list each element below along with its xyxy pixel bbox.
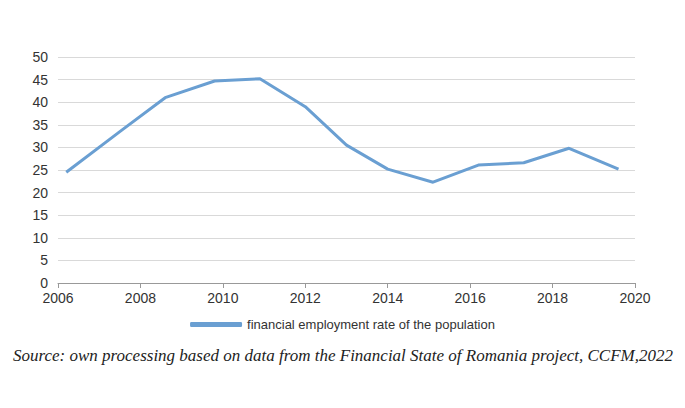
svg-text:0: 0 [40, 275, 48, 291]
svg-text:2010: 2010 [207, 290, 238, 306]
svg-text:2006: 2006 [42, 290, 73, 306]
svg-text:financial employment rate of t: financial employment rate of the populat… [247, 317, 495, 332]
svg-text:2008: 2008 [125, 290, 156, 306]
svg-text:25: 25 [32, 162, 48, 178]
svg-text:20: 20 [32, 185, 48, 201]
svg-text:2018: 2018 [537, 290, 568, 306]
svg-text:Source: own processing based o: Source: own processing based on data fro… [13, 346, 673, 365]
svg-text:5: 5 [40, 252, 48, 268]
svg-text:2014: 2014 [372, 290, 403, 306]
svg-text:45: 45 [32, 72, 48, 88]
svg-text:2016: 2016 [455, 290, 486, 306]
svg-text:2012: 2012 [290, 290, 321, 306]
svg-text:10: 10 [32, 230, 48, 246]
svg-text:2020: 2020 [619, 290, 650, 306]
svg-text:15: 15 [32, 207, 48, 223]
svg-text:30: 30 [32, 139, 48, 155]
svg-text:35: 35 [32, 117, 48, 133]
svg-text:50: 50 [32, 49, 48, 65]
svg-text:40: 40 [32, 94, 48, 110]
